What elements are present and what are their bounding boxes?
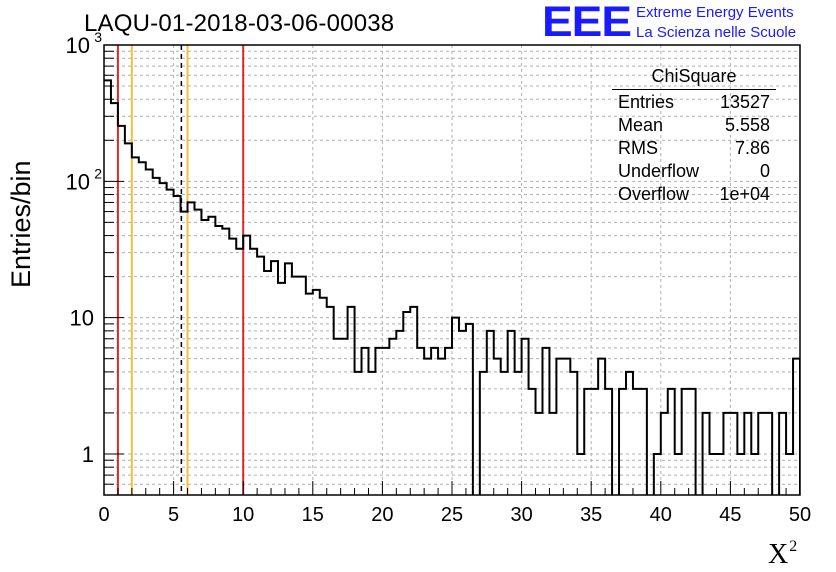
- logo-line-2: La Scienza nelle Scuole: [636, 24, 797, 41]
- x-tick-label: 35: [580, 504, 602, 526]
- x-tick-label: 30: [510, 504, 532, 526]
- y-tick-label: 10: [70, 306, 94, 331]
- stats-value: 7.86: [734, 138, 770, 158]
- stats-row-rms: RMS 7.86: [612, 137, 776, 160]
- x-tick-label: 0: [98, 504, 109, 526]
- stats-key: Overflow: [618, 184, 690, 204]
- stats-key: Mean: [618, 115, 664, 135]
- stats-value: 5.558: [724, 115, 770, 135]
- logo-line-1: Extreme Energy Events: [636, 4, 794, 21]
- stats-value: 0: [759, 161, 770, 181]
- y-tick-label: 1: [82, 442, 94, 467]
- x-tick-label: 10: [232, 504, 254, 526]
- axis-ticks: [103, 50, 801, 496]
- x-tick-label: 40: [650, 504, 672, 526]
- x-tick-label: 5: [168, 504, 179, 526]
- run-title: LAQU-01-2018-03-06-00038: [84, 10, 395, 37]
- stats-key: Entries: [618, 92, 675, 112]
- y-tick-label-exponent: 3: [94, 29, 102, 45]
- stats-row-mean: Mean 5.558: [612, 114, 776, 137]
- stats-row-entries: Entries 13527: [612, 91, 776, 114]
- stats-key: Underflow: [618, 161, 700, 181]
- stats-title: ChiSquare: [612, 66, 776, 90]
- y-tick-label: 10: [66, 33, 90, 58]
- stats-key: RMS: [618, 138, 658, 158]
- x-tick-label: 25: [441, 504, 463, 526]
- x-tick-label: 50: [789, 504, 811, 526]
- eee-logo: EEE: [542, 0, 632, 46]
- reference-lines: [116, 45, 245, 495]
- stats-value: 13527: [719, 92, 770, 112]
- x-axis-label: X2: [768, 538, 798, 570]
- histogram-outline: [104, 79, 800, 495]
- x-tick-label: 20: [371, 504, 393, 526]
- stats-box: ChiSquare Entries 13527 Mean 5.558 RMS 7…: [612, 66, 776, 206]
- x-tick-label: 45: [719, 504, 741, 526]
- stats-row-overflow: Overflow 1e+04: [612, 183, 776, 206]
- x-axis-label-exponent: 2: [789, 538, 798, 555]
- y-axis-label-text: Entries/bin: [6, 160, 36, 288]
- y-tick-label: 10: [66, 169, 90, 194]
- y-tick-label-exponent: 2: [94, 165, 102, 181]
- stats-row-underflow: Underflow 0: [612, 160, 776, 183]
- x-tick-label: 15: [302, 504, 324, 526]
- stats-value: 1e+04: [719, 184, 770, 204]
